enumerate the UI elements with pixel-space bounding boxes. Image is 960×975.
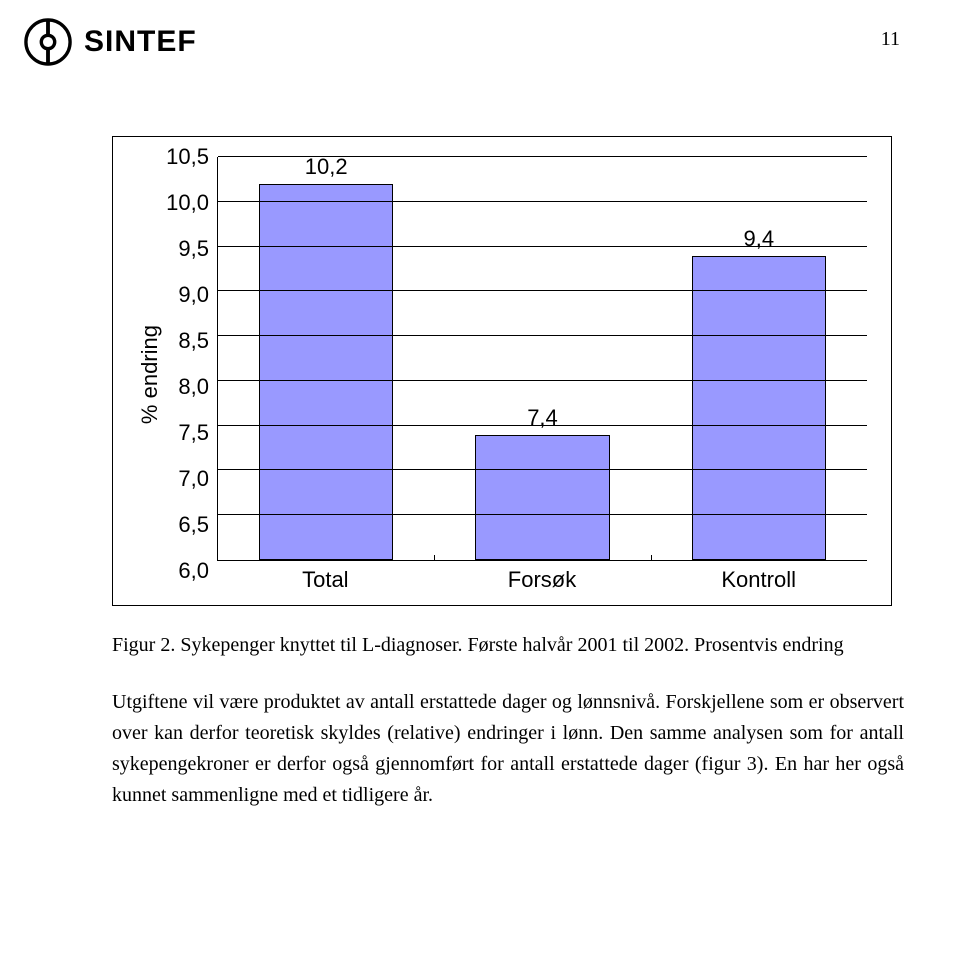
- gridline: [218, 469, 867, 470]
- y-axis-ticks: 10,5 10,0 9,5 9,0 8,5 8,0 7,5 7,0 6,5 6,…: [163, 157, 217, 593]
- ytick: 10,5: [166, 146, 209, 168]
- ytick: 7,5: [178, 422, 209, 444]
- bar-value-label: 7,4: [527, 405, 558, 431]
- xlabel: Forsøk: [434, 567, 651, 593]
- brand-name: SINTEF: [84, 25, 197, 59]
- gridline: [218, 380, 867, 381]
- ytick: 6,0: [178, 560, 209, 582]
- body-paragraph: Utgiftene vil være produktet av antall e…: [112, 687, 904, 811]
- x-tick: [651, 555, 652, 561]
- ytick: 6,5: [178, 514, 209, 536]
- xlabel: Total: [217, 567, 434, 593]
- gridline: [218, 201, 867, 202]
- bar-value-label: 10,2: [305, 154, 348, 180]
- bar-slot: 10,2: [218, 157, 434, 560]
- bar-forsok: [475, 435, 609, 560]
- ytick: 7,0: [178, 468, 209, 490]
- bar-slot: 9,4: [651, 157, 867, 560]
- bar-total: [259, 184, 393, 560]
- gridline: [218, 156, 867, 157]
- page-number: 11: [881, 28, 900, 51]
- gridline: [218, 290, 867, 291]
- ytick: 9,5: [178, 238, 209, 260]
- bars-layer: 10,2 7,4 9,4: [218, 157, 867, 560]
- plot-area: 10,2 7,4 9,4: [217, 157, 867, 561]
- gridline: [218, 514, 867, 515]
- bar-value-label: 9,4: [744, 226, 775, 252]
- gridline: [218, 425, 867, 426]
- header: SINTEF: [0, 0, 960, 76]
- sintef-logo-icon: [24, 18, 72, 66]
- ytick: 10,0: [166, 192, 209, 214]
- x-axis-labels: Total Forsøk Kontroll: [217, 567, 867, 593]
- gridline: [218, 246, 867, 247]
- x-tick: [434, 555, 435, 561]
- y-axis-label: % endring: [131, 325, 163, 424]
- chart-frame: % endring 10,5 10,0 9,5 9,0 8,5 8,0 7,5 …: [112, 136, 892, 606]
- figure-caption: Figur 2. Sykepenger knyttet til L-diagno…: [112, 634, 900, 657]
- xlabel: Kontroll: [650, 567, 867, 593]
- gridline: [218, 335, 867, 336]
- ytick: 8,5: [178, 330, 209, 352]
- ytick: 9,0: [178, 284, 209, 306]
- ytick: 8,0: [178, 376, 209, 398]
- bar-slot: 7,4: [434, 157, 650, 560]
